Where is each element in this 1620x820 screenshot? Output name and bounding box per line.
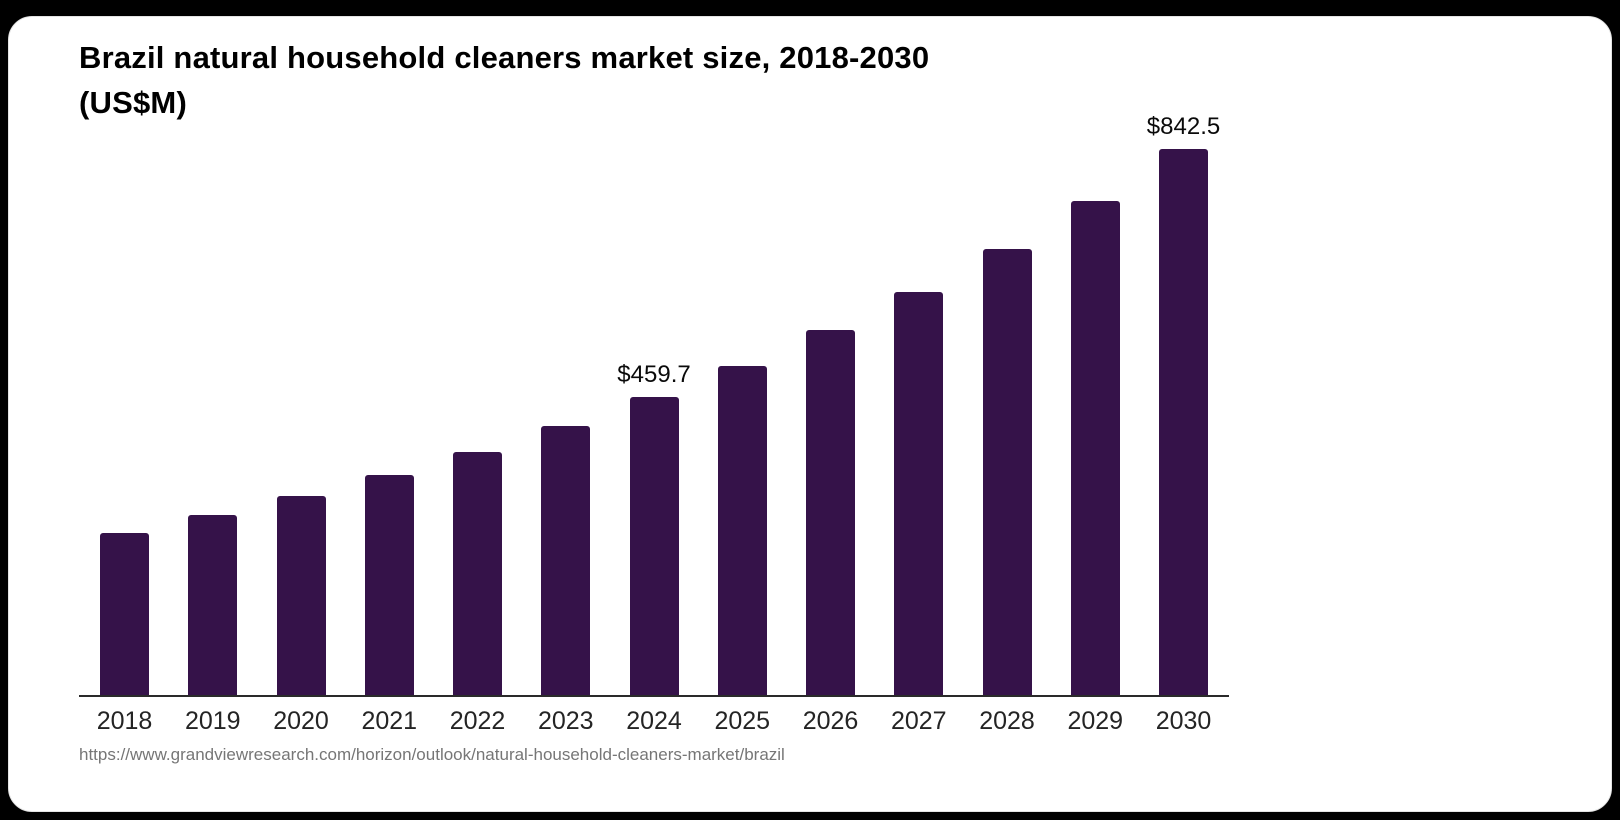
bar-2024: $459.7 2024 bbox=[617, 361, 690, 735]
bar-2021: 2021 bbox=[361, 475, 417, 735]
bar-2022: 2022 bbox=[450, 451, 505, 735]
x-tick-2021: 2021 bbox=[361, 707, 418, 735]
x-tick-2027: 2027 bbox=[890, 707, 947, 735]
bar-chart-plot-area: 2018 2019 2020 2021 2022 2023 $459.7 2024 2025 20… bbox=[79, 113, 1229, 735]
x-tick-2024: 2024 bbox=[626, 707, 682, 735]
x-tick-2029: 2029 bbox=[1067, 707, 1124, 735]
bar-2029: 2029 bbox=[1067, 201, 1123, 735]
bar-value-label-2030: $842.5 bbox=[1146, 113, 1221, 140]
chart-title: Brazil natural household cleaners market… bbox=[79, 35, 929, 125]
x-tick-2025: 2025 bbox=[714, 707, 771, 735]
bar-2027: 2027 bbox=[891, 291, 947, 735]
bar-2020: 2020 bbox=[273, 496, 329, 735]
x-tick-2026: 2026 bbox=[802, 707, 859, 735]
x-tick-2022: 2022 bbox=[449, 707, 506, 735]
x-tick-2028: 2028 bbox=[979, 707, 1035, 735]
x-tick-2019: 2019 bbox=[184, 707, 241, 735]
x-tick-2030: 2030 bbox=[1155, 707, 1212, 735]
chart-title-line2: (US$M) bbox=[79, 85, 187, 120]
bar-2028: 2028 bbox=[979, 248, 1035, 735]
source-url-link[interactable]: https://www.grandviewresearch.com/horizo… bbox=[79, 745, 785, 764]
x-tick-2020: 2020 bbox=[273, 707, 329, 735]
bar-2019: 2019 bbox=[185, 515, 241, 735]
chart-card: Brazil natural household cleaners market… bbox=[8, 16, 1612, 812]
bar-2018: 2018 bbox=[97, 532, 152, 735]
bar-2026: 2026 bbox=[803, 330, 858, 735]
bar-2030: $842.5 2030 bbox=[1147, 113, 1220, 735]
bar-2025: 2025 bbox=[714, 365, 770, 735]
bar-value-label-2024: $459.7 bbox=[617, 361, 691, 389]
x-tick-2018: 2018 bbox=[96, 707, 153, 735]
chart-title-line1: Brazil natural household cleaners market… bbox=[79, 40, 930, 75]
bar-2023: 2023 bbox=[538, 425, 594, 735]
x-tick-2023: 2023 bbox=[537, 707, 594, 735]
